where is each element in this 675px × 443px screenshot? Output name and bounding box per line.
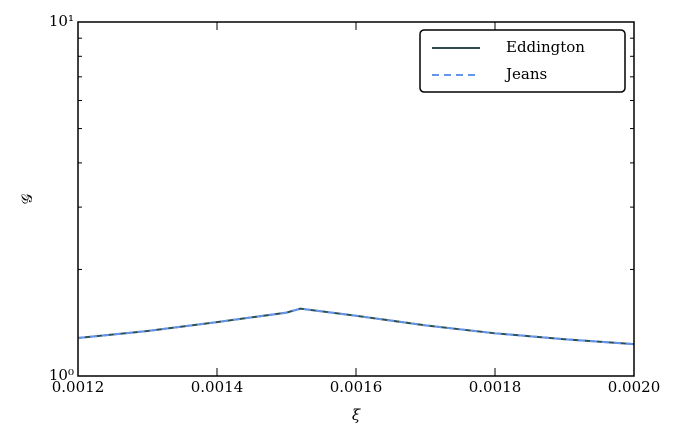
y-tick-label: 10¹ [49, 12, 74, 30]
series-line [77, 307, 635, 346]
x-axis-label: ξ [352, 406, 361, 424]
series-line [77, 307, 635, 346]
x-tick-label: 0.0016 [330, 378, 383, 396]
x-tick-label: 0.0018 [469, 378, 522, 396]
legend: Eddington Jeans [419, 29, 626, 93]
plot-frame [77, 21, 635, 377]
y-axis-label: 𝒢 [18, 193, 36, 204]
x-tick-label: 0.0014 [191, 378, 244, 396]
legend-box [419, 29, 626, 93]
x-tick-label: 0.0020 [608, 378, 661, 396]
y-tick-label: 10⁰ [49, 366, 74, 384]
x-tick-label: 0.0012 [52, 378, 105, 396]
legend-label: Eddington [506, 38, 585, 56]
legend-label: Jeans [504, 65, 547, 83]
